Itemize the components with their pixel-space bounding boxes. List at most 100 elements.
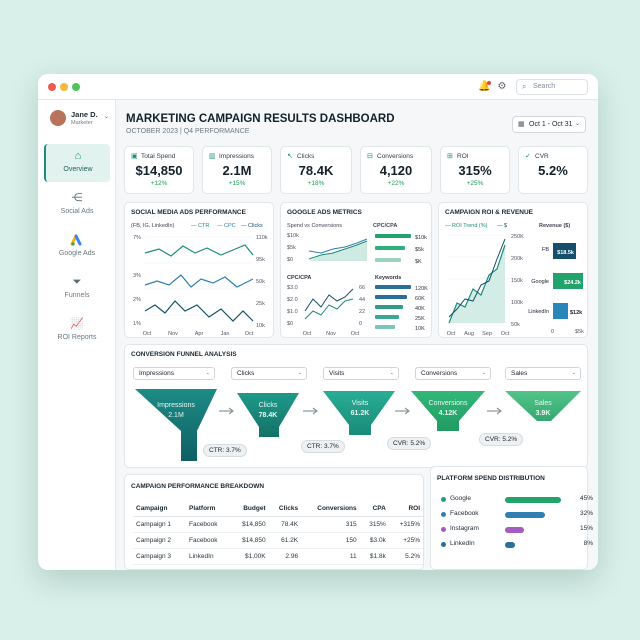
funnel-select-conversions[interactable]: Conversions ⌄ (415, 367, 491, 380)
arrow-icon (219, 407, 502, 415)
kpi-conversions: ⊟ Conversions 4,120 +22% (360, 146, 432, 194)
legend-ctr: — CTR (191, 223, 210, 229)
minimize-window-button[interactable] (60, 83, 68, 91)
svg-text:3.9K: 3.9K (536, 410, 551, 417)
legend-cpc: — CPC (217, 223, 236, 229)
close-window-button[interactable] (48, 83, 56, 91)
bell-icon[interactable]: 🔔 (478, 81, 491, 92)
revenue-bar-linkedin (553, 303, 568, 319)
dollar-icon: ▣ (131, 153, 138, 160)
revenue-bar-google (553, 273, 583, 289)
search-icon: ⌕ (522, 82, 527, 91)
legend-dollar: — $ (497, 223, 508, 229)
kpi-label: Impressions (219, 153, 255, 160)
kpi-change: +18% (307, 180, 325, 187)
svg-text:120K: 120K (415, 286, 428, 292)
sidebar-item-roi-reports[interactable]: 📈 ROI Reports (44, 312, 110, 350)
sidebar-item-overview[interactable]: ⌂ Overview (44, 144, 110, 182)
svg-text:$2.0: $2.0 (287, 297, 298, 303)
table-row[interactable]: Campaign 2 Facebook $14,850 61.2K 150 $3.0k +2… (133, 532, 423, 549)
platform-row-instagram: Instagram 15% (441, 525, 593, 535)
svg-text:Impressions: Impressions (157, 402, 195, 409)
svg-text:25K: 25K (415, 316, 425, 322)
funnel-stage-sales (505, 391, 581, 421)
chevron-down-icon[interactable]: ⌄ (104, 114, 110, 120)
chart-icon: 📈 (70, 318, 84, 330)
funnel-diagram: Impressions 2.1M Clicks 78.4K Visits 61.… (135, 389, 581, 461)
platform-bar (505, 542, 515, 548)
svg-text:Oct: Oct (501, 331, 510, 337)
roi-icon: ⊞ (447, 153, 453, 160)
svg-text:Clicks: Clicks (259, 402, 278, 409)
svg-text:Google: Google (531, 279, 549, 285)
kpi-change: +12% (150, 180, 168, 187)
svg-text:CPC/CPA: CPC/CPA (287, 275, 311, 281)
x-tick: Nov (168, 331, 178, 337)
clicks-series-line (144, 300, 254, 322)
ctr-series-line (144, 244, 254, 257)
date-range-picker[interactable]: ▦ Oct 1 - Oct 31 ⌄ (512, 116, 586, 133)
svg-text:Sales: Sales (534, 400, 552, 407)
search-input[interactable]: ⌕ Search (516, 79, 588, 95)
svg-text:$0: $0 (287, 321, 293, 327)
svg-text:100k: 100k (511, 300, 523, 306)
svg-text:$3.0: $3.0 (287, 285, 298, 291)
avatar (50, 110, 66, 126)
roi-revenue-card: CAMPAIGN ROI & REVENUE — ROI Trend (%) —… (438, 202, 588, 338)
svg-text:Aug: Aug (464, 331, 474, 337)
kpi-value: 4,120 (379, 163, 413, 178)
svg-text:66: 66 (359, 285, 365, 291)
left-tick: 1% (133, 321, 141, 327)
platform-row-facebook: Facebook 32% (441, 510, 593, 520)
google-ads-icon (70, 233, 84, 247)
column-header: Budget (230, 503, 269, 517)
platform-row-google: Google 45% (441, 495, 593, 505)
revenue-bar-fb (553, 243, 576, 259)
kpi-total-spend: ▣ Total Spend $14,850 +12% (124, 146, 194, 194)
svg-text:22: 22 (359, 309, 365, 315)
x-tick: Oct (245, 331, 254, 337)
funnel-stage-conversions (411, 391, 485, 431)
sidebar-item-google-ads[interactable]: Google Ads (44, 228, 110, 266)
chevron-down-icon: ⌄ (297, 370, 302, 376)
card-title: CAMPAIGN PERFORMANCE BREAKDOWN (131, 483, 265, 490)
column-header: ROI (388, 503, 423, 517)
card-title: CONVERSION FUNNEL ANALYSIS (131, 351, 237, 358)
column-header: Clicks (268, 503, 302, 517)
campaign-breakdown-card: CAMPAIGN PERFORMANCE BREAKDOWN Campaign … (124, 474, 424, 570)
chevron-down-icon: ⌄ (389, 370, 394, 376)
sidebar-item-social-ads[interactable]: ⋲ Social Ads (44, 186, 110, 224)
rate-badge: CTR: 3.7% (301, 440, 345, 453)
svg-text:Oct: Oct (303, 331, 312, 337)
funnel-select-clicks[interactable]: Clicks ⌄ (231, 367, 307, 380)
left-tick: 7% (133, 235, 141, 241)
kpi-label: Clicks (297, 153, 315, 160)
right-tick: 110k (256, 235, 268, 241)
svg-text:2.1M: 2.1M (168, 412, 184, 419)
dollar-trend-line (448, 238, 506, 318)
funnel-stage-impressions (135, 389, 217, 461)
table-row[interactable]: Campaign 3 LinkedIn $1,00K 2.96 11 $1.8k 5.2% (133, 548, 423, 565)
share-icon: ⋲ (71, 192, 83, 204)
page-subtitle: OCTOBER 2023 | Q4 PERFORMANCE (126, 128, 250, 135)
campaign-table: Campaign Platform Budget Clicks Conversi… (133, 503, 423, 565)
table-row[interactable]: Campaign 1 Facebook $14,850 78.4K 315 315% +31… (133, 516, 423, 533)
funnel-select-visits[interactable]: Visits ⌄ (323, 367, 399, 380)
cpc-series-line (144, 274, 254, 288)
social-line-chart: 7% 3% 2% 1% 110k 95k 50k 25k 10k Oct Nov… (133, 235, 268, 337)
svg-text:Oct: Oct (447, 331, 456, 337)
gear-icon[interactable]: ⚙ (497, 81, 507, 92)
left-tick: 3% (133, 273, 141, 279)
kpi-value: 315% (458, 163, 492, 178)
sidebar-item-funnels[interactable]: ⏷ Funnels (44, 270, 110, 308)
funnel-select-sales[interactable]: Sales ⌄ (505, 367, 581, 380)
svg-text:$K: $K (415, 259, 422, 265)
kpi-value: 78.4K (298, 163, 334, 178)
maximize-window-button[interactable] (72, 83, 80, 91)
funnel-stage-visits (323, 391, 395, 435)
funnel-select-impressions[interactable]: Impressions ⌄ (133, 367, 215, 380)
app-window: 🔔 ⚙ ⌕ Search Jane D. Marketer ⌄ ⌂ Overvi… (38, 74, 598, 570)
sidebar-item-label: Social Ads (60, 208, 94, 215)
svg-text:200k: 200k (511, 256, 523, 262)
svg-text:Nov: Nov (326, 331, 336, 337)
